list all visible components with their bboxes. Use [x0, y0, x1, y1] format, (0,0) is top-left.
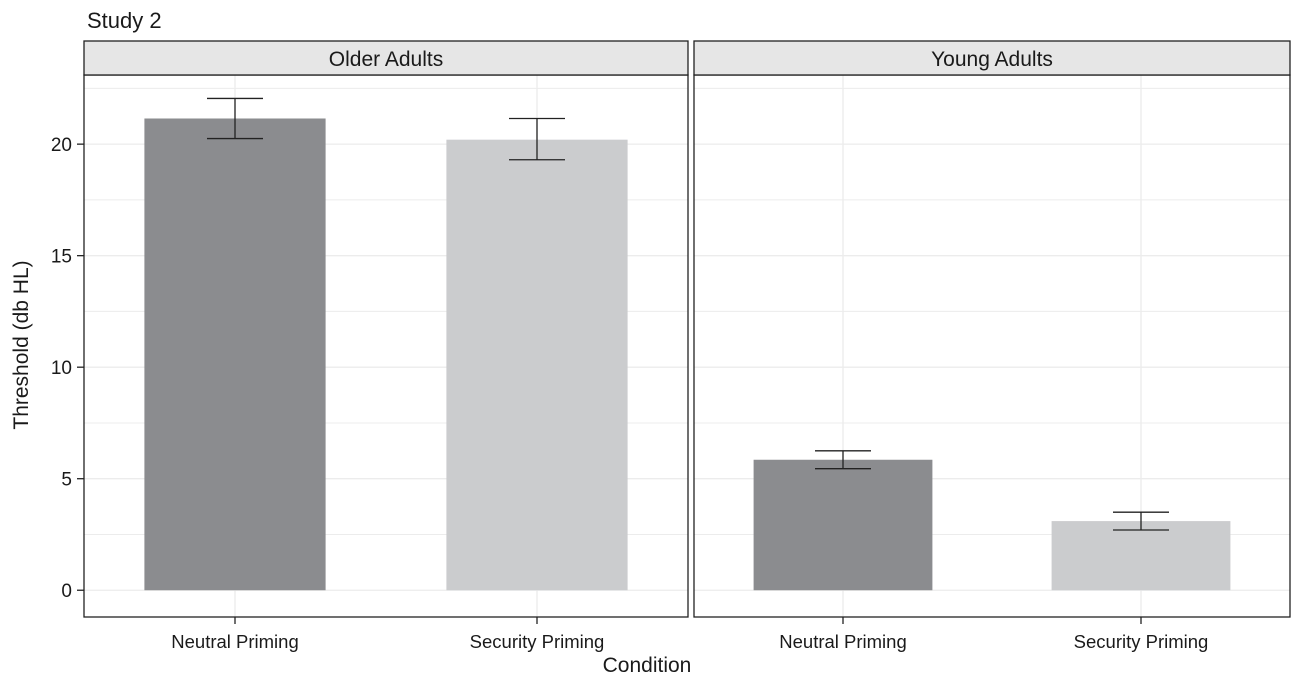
y-tick-label: 15 — [51, 247, 72, 268]
panel-border — [693, 74, 1291, 618]
bar — [144, 118, 326, 591]
bar — [753, 459, 933, 591]
facet-label: Young Adults — [931, 48, 1053, 71]
y-tick-label: 5 — [61, 470, 72, 491]
y-tick-label: 20 — [51, 135, 72, 156]
y-axis: 0 5 10 15 20 — [51, 135, 84, 602]
y-tick-label: 10 — [51, 358, 72, 379]
y-axis-label: Threshold (db HL) — [10, 260, 33, 430]
x-tick-label: Neutral Priming — [779, 631, 907, 652]
facet-strip — [83, 40, 689, 76]
panel-1: Young Adults Neutral Priming Security Prim… — [693, 40, 1291, 652]
x-axis-label: Condition — [602, 654, 692, 677]
x-tick-label: Security Priming — [1074, 631, 1209, 652]
panel-0: Older Adults Neutral Priming Security Prim… — [83, 40, 689, 652]
x-tick-label: Security Priming — [470, 631, 605, 652]
panel-border — [83, 74, 689, 618]
bar — [446, 139, 628, 591]
figure-title: Study 2 — [87, 8, 162, 33]
facet-strip — [693, 40, 1291, 76]
facet-label: Older Adults — [329, 48, 443, 71]
y-tick-label: 0 — [61, 581, 72, 602]
x-tick-label: Neutral Priming — [171, 631, 299, 652]
bar — [1051, 521, 1231, 591]
